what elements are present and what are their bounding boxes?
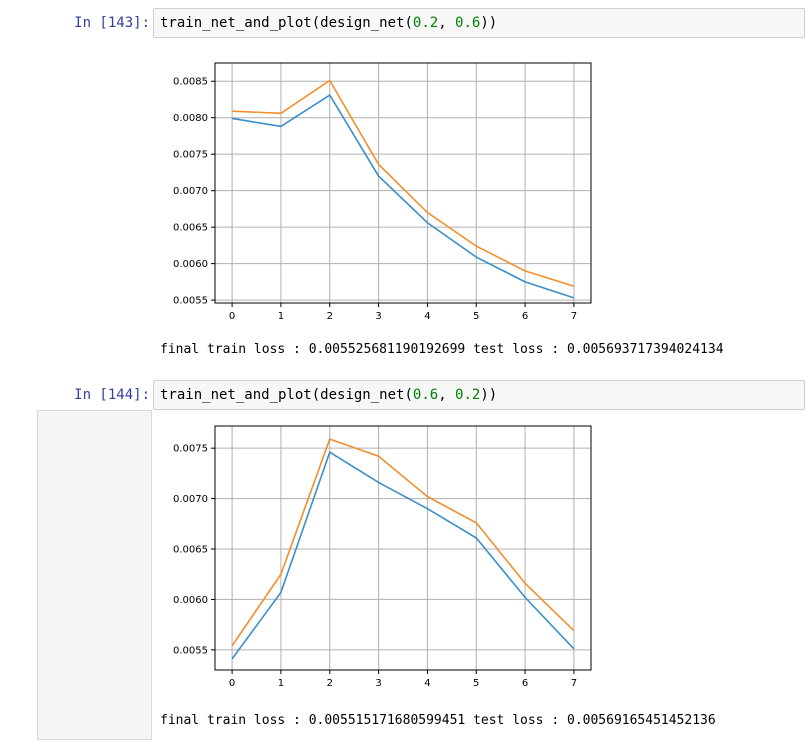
series-line-0	[231, 93, 575, 299]
x-tick-label: 6	[522, 311, 528, 322]
notebook-cell-143[interactable]: In [143]: train_net_and_plot(design_net(…	[0, 8, 805, 363]
inner-function-name: design_net	[320, 387, 405, 403]
argument-1: 0.6	[412, 387, 439, 403]
y-tick-label: 0.0065	[173, 223, 208, 234]
series-line-1	[232, 79, 575, 287]
x-tick-label: 4	[424, 678, 430, 689]
argument-2: 0.6	[455, 15, 481, 31]
x-tick-label: 0	[229, 678, 235, 689]
x-tick-label: 1	[278, 311, 284, 322]
x-tick-label: 2	[327, 311, 333, 322]
function-name: train_net_and_plot	[160, 15, 312, 31]
x-tick-label: 4	[424, 311, 430, 322]
code-input[interactable]: train_net_and_plot(design_net(0.2, 0.6))	[153, 8, 805, 38]
x-tick-label: 5	[473, 678, 479, 689]
y-tick-label: 0.0075	[173, 150, 208, 161]
y-tick-label: 0.0065	[173, 545, 208, 556]
output-collapser[interactable]	[37, 410, 152, 740]
output-text: final train loss : 0.005515171680599451 …	[160, 713, 716, 728]
x-tick-label: 3	[375, 311, 381, 322]
x-tick-label: 5	[473, 311, 479, 322]
y-tick-label: 0.0085	[173, 77, 208, 88]
y-tick-label: 0.0075	[173, 444, 208, 455]
y-tick-label: 0.0055	[173, 645, 208, 656]
function-name: train_net_and_plot	[160, 387, 312, 403]
series-line-1	[231, 438, 575, 647]
x-tick-label: 0	[229, 311, 235, 322]
notebook-cell-144[interactable]: In [144]: train_net_and_plot(design_net(…	[0, 380, 805, 744]
code-text: train_net_and_plot(design_net(0.6, 0.2))	[160, 387, 498, 403]
argument-2: 0.2	[455, 387, 481, 403]
loss-chart: 0 1 2 3 4 5 6 7 0.0055 0.0060 0.0065 0.0070 0.0075	[173, 425, 592, 689]
x-tick-label: 7	[571, 311, 577, 322]
plot-frame	[214, 425, 592, 671]
cell-prompt: In [144]:	[74, 387, 150, 403]
output-text: final train loss : 0.005525681190192699 …	[160, 342, 724, 357]
y-tick-label: 0.0055	[173, 296, 208, 307]
inner-function-name: design_net	[320, 15, 405, 31]
y-tick-label: 0.0060	[173, 259, 208, 270]
plot-frame	[214, 62, 592, 304]
x-tick-label: 1	[278, 678, 284, 689]
x-tick-label: 3	[375, 678, 381, 689]
loss-chart: 0 1 2 3 4 5 6 7 0.0055 0.0060 0.0065 0.0070 0.0075 0.…	[173, 62, 592, 322]
argument-1: 0.2	[412, 15, 439, 31]
code-text: train_net_and_plot(design_net(0.2, 0.6))	[160, 15, 498, 31]
y-tick-label: 0.0060	[173, 595, 208, 606]
cell-prompt: In [143]:	[74, 15, 150, 31]
x-tick-label: 2	[327, 678, 333, 689]
x-tick-label: 6	[522, 678, 528, 689]
code-input[interactable]: train_net_and_plot(design_net(0.6, 0.2))	[153, 380, 805, 410]
series-line-0	[231, 451, 575, 660]
x-tick-label: 7	[571, 678, 577, 689]
y-tick-label: 0.0080	[173, 113, 208, 124]
y-tick-label: 0.0070	[173, 494, 208, 505]
y-tick-label: 0.0070	[173, 186, 208, 197]
